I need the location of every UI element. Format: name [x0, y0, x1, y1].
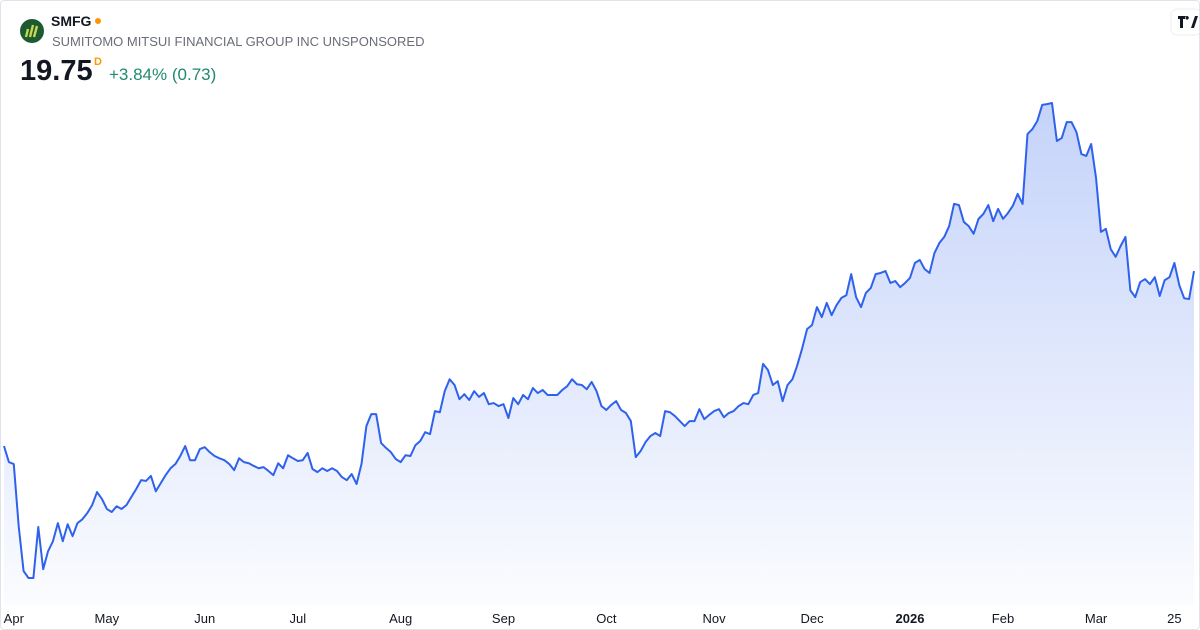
- area-fill: [4, 103, 1194, 605]
- company-name: SUMITOMO MITSUI FINANCIAL GROUP INC UNSP…: [52, 34, 425, 49]
- x-tick-label: Apr: [4, 611, 25, 626]
- x-tick-label: Sep: [492, 611, 515, 626]
- x-tick-label: Mar: [1085, 611, 1108, 626]
- x-tick-label: Aug: [389, 611, 412, 626]
- market-status: [95, 18, 101, 24]
- change: +3.84% (0.73): [109, 65, 217, 84]
- brand-logo[interactable]: [1178, 16, 1198, 28]
- x-tick-label: Oct: [596, 611, 617, 626]
- interval: D: [94, 56, 102, 68]
- x-tick-label: Jul: [290, 611, 307, 626]
- x-tick-label: May: [95, 611, 120, 626]
- x-tick-label: Jun: [194, 611, 215, 626]
- logo-mark: [24, 24, 39, 38]
- price-line: [3, 102, 1195, 579]
- brand-box: [1170, 8, 1199, 36]
- x-tick-label: Dec: [800, 611, 824, 626]
- x-tick-label: Feb: [992, 611, 1014, 626]
- x-tick-label: 2026: [896, 611, 925, 626]
- plot: Apr May Jun Jul Aug Sep Oct Nov Dec 2026 Feb Mar 25: [3, 102, 1195, 626]
- x-tick-label: Nov: [703, 611, 727, 626]
- symbol[interactable]: SMFG: [51, 13, 92, 29]
- price: 19.75: [20, 55, 93, 87]
- x-tick-label: 25: [1167, 611, 1181, 626]
